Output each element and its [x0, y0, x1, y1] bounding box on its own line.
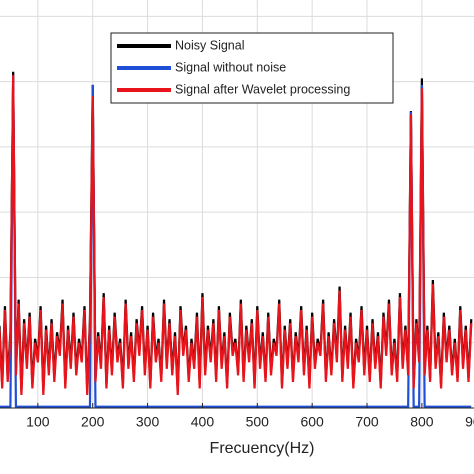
x-tick-label: 600: [300, 414, 324, 430]
legend-label: Signal without noise: [175, 60, 286, 74]
plot-lines: [0, 71, 473, 408]
x-tick-label: 300: [136, 414, 160, 430]
x-tick-label: 200: [81, 414, 105, 430]
x-axis-label: Frecuency(Hz): [210, 440, 315, 457]
x-tick-label: 500: [246, 414, 270, 430]
x-tick-label: 700: [355, 414, 379, 430]
x-tick-label: 900: [465, 414, 474, 430]
legend-label: Noisy Signal: [175, 38, 244, 52]
series-line: [0, 75, 473, 395]
legend: Noisy Signal Signal without noise Signal a…: [110, 32, 394, 104]
series-line: [0, 75, 472, 408]
x-tick-label: 400: [191, 414, 215, 430]
x-tick-label: 800: [410, 414, 434, 430]
axes: 100 200 300 400 500 600 700 800 900: [0, 403, 474, 430]
legend-label: Signal after Wavelet processing: [175, 82, 350, 96]
x-tick-label: 100: [26, 414, 50, 430]
